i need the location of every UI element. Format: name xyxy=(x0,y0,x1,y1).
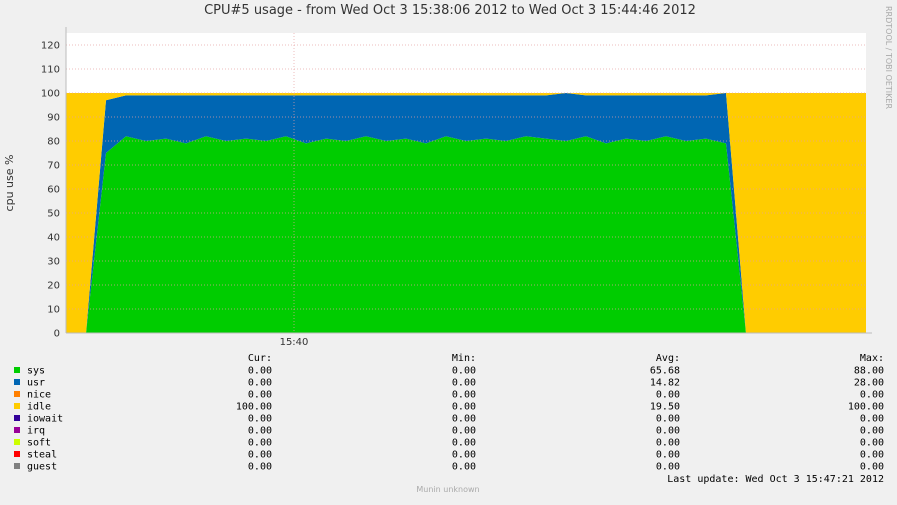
stats-value: 0.00 xyxy=(452,378,476,389)
legend-label: nice xyxy=(27,390,51,401)
stats-value: 0.00 xyxy=(452,462,476,473)
stats-value: 0.00 xyxy=(452,390,476,401)
legend-label: usr xyxy=(27,378,45,389)
legend-swatch xyxy=(14,403,20,409)
stats-value: 0.00 xyxy=(656,390,680,401)
y-tick-label: 10 xyxy=(47,305,60,316)
stats-value: 88.00 xyxy=(854,366,884,377)
legend-swatch xyxy=(14,415,20,421)
stats-header: Cur: xyxy=(248,353,272,364)
stats-value: 0.00 xyxy=(452,402,476,413)
stats-value: 0.00 xyxy=(656,426,680,437)
legend-swatch xyxy=(14,463,20,469)
stats-value: 65.68 xyxy=(650,366,680,377)
stats-value: 0.00 xyxy=(452,426,476,437)
stats-value: 0.00 xyxy=(452,414,476,425)
legend-swatch xyxy=(14,379,20,385)
stats-value: 14.82 xyxy=(650,378,680,389)
y-tick-label: 110 xyxy=(41,65,60,76)
stats-value: 0.00 xyxy=(248,426,272,437)
y-tick-label: 20 xyxy=(47,281,60,292)
stats-value: 100.00 xyxy=(848,402,884,413)
area xyxy=(66,136,866,333)
stats-value: 0.00 xyxy=(452,366,476,377)
legend-swatch xyxy=(14,391,20,397)
stats-value: 0.00 xyxy=(656,414,680,425)
stats-header: Max: xyxy=(860,353,884,364)
legend-label: soft xyxy=(27,438,51,449)
watermark: RRDTOOL / TOBI OETIKER xyxy=(884,6,893,109)
legend-swatch xyxy=(14,367,20,373)
y-tick-label: 100 xyxy=(41,89,60,100)
stats-header: Avg: xyxy=(656,353,680,364)
legend-label: iowait xyxy=(27,414,63,425)
stats-value: 0.00 xyxy=(248,378,272,389)
stats-value: 0.00 xyxy=(248,390,272,401)
legend-swatch xyxy=(14,427,20,433)
legend-label: guest xyxy=(27,462,57,473)
stats-value: 0.00 xyxy=(860,414,884,425)
stats-value: 0.00 xyxy=(452,438,476,449)
legend-label: sys xyxy=(27,366,45,377)
stats-value: 0.00 xyxy=(860,390,884,401)
y-axis-label: cpu use % xyxy=(3,155,16,212)
y-tick-label: 40 xyxy=(47,233,60,244)
stats-value: 0.00 xyxy=(248,366,272,377)
y-tick-label: 0 xyxy=(54,329,60,340)
y-tick-label: 60 xyxy=(47,185,60,196)
chart-title: CPU#5 usage - from Wed Oct 3 15:38:06 20… xyxy=(204,3,696,18)
last-update: Last update: Wed Oct 3 15:47:21 2012 xyxy=(667,474,884,485)
y-tick-label: 120 xyxy=(41,41,60,52)
stats-value: 0.00 xyxy=(860,450,884,461)
stats-value: 0.00 xyxy=(860,462,884,473)
stats-value: 0.00 xyxy=(860,426,884,437)
stats-value: 0.00 xyxy=(656,462,680,473)
footer: Munin unknown xyxy=(416,485,479,494)
stats-value: 0.00 xyxy=(860,438,884,449)
stats-value: 28.00 xyxy=(854,378,884,389)
stats-value: 0.00 xyxy=(656,450,680,461)
legend-label: steal xyxy=(27,450,57,461)
stats-value: 0.00 xyxy=(452,450,476,461)
stats-value: 0.00 xyxy=(248,438,272,449)
y-tick-label: 90 xyxy=(47,113,60,124)
legend-label: idle xyxy=(27,402,51,413)
stats-header: Min: xyxy=(452,353,476,364)
stats-value: 100.00 xyxy=(236,402,272,413)
stats-value: 0.00 xyxy=(248,414,272,425)
stats-value: 0.00 xyxy=(248,462,272,473)
stats-value: 0.00 xyxy=(656,438,680,449)
y-tick-label: 70 xyxy=(47,161,60,172)
y-tick-label: 80 xyxy=(47,137,60,148)
y-tick-label: 50 xyxy=(47,209,60,220)
y-tick-label: 30 xyxy=(47,257,60,268)
stats-value: 0.00 xyxy=(248,450,272,461)
x-tick-label: 15:40 xyxy=(280,337,309,348)
stats-value: 19.50 xyxy=(650,402,680,413)
legend-swatch xyxy=(14,451,20,457)
legend-swatch xyxy=(14,439,20,445)
legend-label: irq xyxy=(27,426,45,437)
